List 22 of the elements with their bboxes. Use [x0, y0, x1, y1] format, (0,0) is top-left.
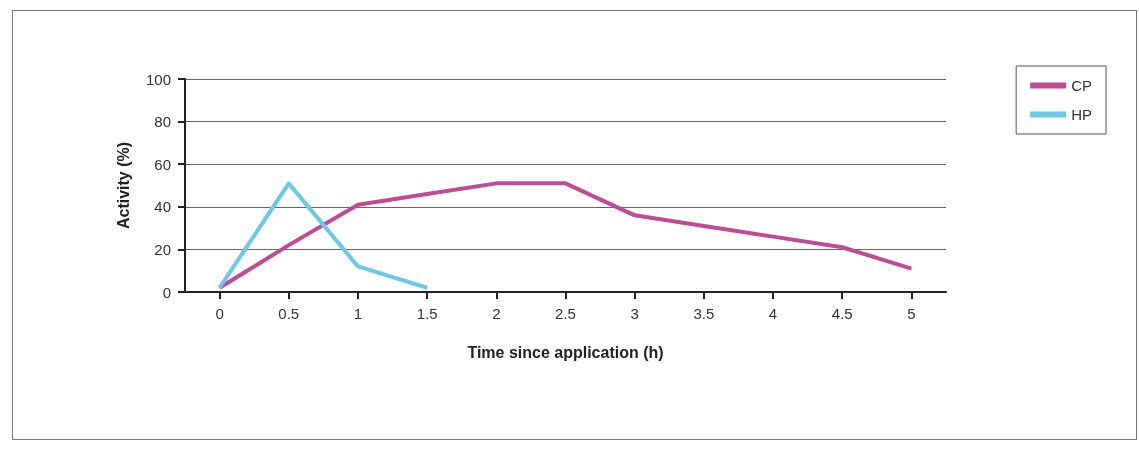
y-tick-label: 100: [145, 70, 171, 88]
y-tick-label: 80: [154, 113, 171, 131]
x-axis-title: Time since application (h): [467, 343, 664, 361]
x-tick-label: 0.5: [278, 305, 300, 322]
x-tick-label: 3: [630, 305, 639, 322]
y-axis-title: Activity (%): [114, 141, 132, 230]
x-tick-label: 3.5: [693, 305, 715, 322]
y-tick-label: 0: [162, 283, 171, 301]
x-tick-label: 2: [492, 305, 501, 322]
legend-label: HP: [1071, 106, 1093, 123]
y-tick-label: 20: [154, 240, 171, 258]
y-tick-label: 40: [154, 198, 171, 216]
x-tick-label: 0: [215, 305, 224, 322]
x-tick-label: 4.5: [831, 305, 853, 322]
x-tick-label: 5: [907, 305, 916, 322]
x-tick-label: 1: [353, 305, 363, 322]
line-series: [217, 181, 914, 290]
legend-label: CP: [1071, 77, 1093, 94]
x-tick-label: 2.5: [555, 305, 576, 322]
x-tick-label: 1.5: [416, 305, 438, 322]
x-tick-label: 4: [768, 305, 778, 322]
y-tick-label: 60: [154, 155, 171, 173]
